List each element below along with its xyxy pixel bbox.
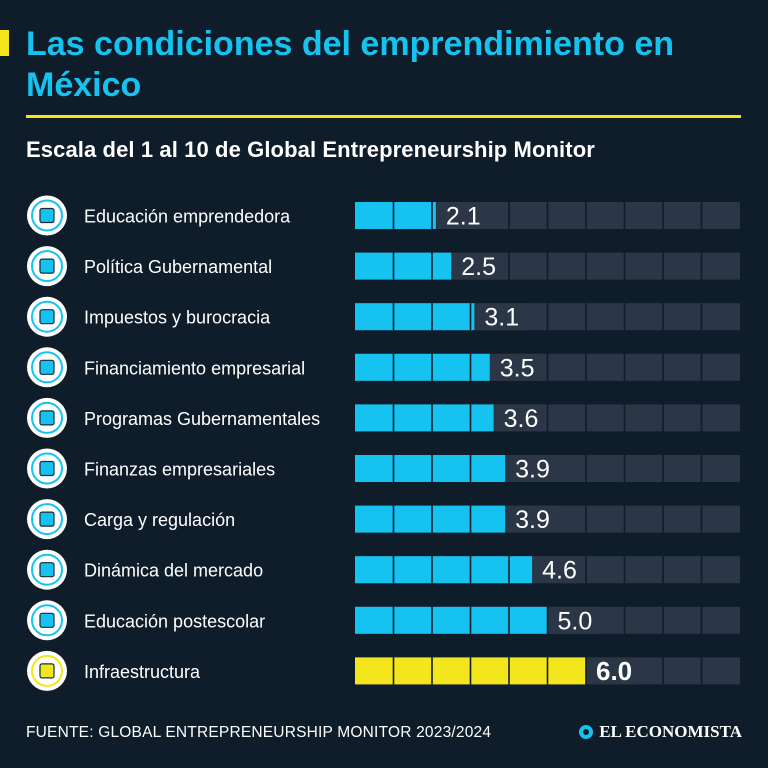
- source-note: FUENTE: GLOBAL ENTREPRENEURSHIP MONITOR …: [26, 724, 492, 741]
- category-label: Política Gubernamental: [84, 257, 272, 277]
- value-label-bg: [475, 303, 528, 331]
- government-program-icon-glyph: [39, 410, 55, 426]
- bar-row: Dinámica del mercado 4.6: [27, 549, 740, 590]
- title-divider: [26, 115, 741, 118]
- bar-row: Carga y regulación 3.9: [27, 499, 740, 540]
- category-label: Educación emprendedora: [84, 207, 291, 227]
- title-accent-bar: [0, 30, 9, 56]
- category-label: Finanzas empresariales: [84, 460, 275, 480]
- value-label-bg: [436, 202, 489, 229]
- business-finance-icon-ring: [31, 452, 63, 485]
- category-label: Educación postescolar: [84, 611, 265, 631]
- brand-name: EL ECONOMISTA: [599, 722, 742, 741]
- category-label: Programas Gubernamentales: [84, 409, 320, 429]
- bar-value: [355, 505, 506, 533]
- value-label: 3.5: [500, 354, 535, 382]
- infrastructure-icon-glyph: [39, 663, 55, 679]
- business-finance-icon-glyph: [39, 460, 55, 477]
- value-label-bg: [494, 404, 547, 432]
- chart-subtitle: Escala del 1 al 10 de Global Entrepreneu…: [26, 137, 595, 162]
- value-label-bg: [506, 455, 559, 482]
- value-label: 3.9: [515, 456, 550, 484]
- value-label: 3.1: [484, 304, 519, 332]
- value-label: 6.0: [596, 656, 632, 686]
- teacher-chart-icon-ring: [31, 199, 63, 232]
- bar-row: Finanzas empresariales 3.9: [27, 448, 740, 489]
- bar-value: [355, 202, 436, 229]
- higher-education-icon-glyph: [39, 612, 55, 628]
- brand-logo: EL ECONOMISTA: [579, 722, 742, 742]
- bar-value: [355, 606, 548, 634]
- bar-value: [355, 252, 452, 280]
- government-program-icon-ring: [31, 401, 63, 434]
- category-label: Infraestructura: [84, 662, 201, 682]
- value-label-bg: [587, 657, 639, 685]
- funding-idea-icon-ring: [31, 351, 63, 384]
- regulation-icon-ring: [31, 503, 63, 536]
- value-label: 5.0: [558, 607, 593, 635]
- bar-row: Educación emprendedora 2.1: [27, 195, 740, 236]
- bar-row: Financiamiento empresarial 3.5: [27, 347, 740, 388]
- bar-value: [355, 556, 533, 584]
- value-label: 3.6: [504, 405, 539, 433]
- value-label-bg: [490, 353, 543, 381]
- category-label: Impuestos y burocracia: [84, 308, 271, 328]
- tax-paperwork-icon-glyph: [39, 309, 55, 325]
- value-label: 2.1: [446, 203, 481, 231]
- value-label-bg: [452, 252, 505, 280]
- bar-row: Infraestructura 6.0: [27, 650, 740, 691]
- value-label-bg: [548, 606, 601, 634]
- value-label: 4.6: [542, 557, 577, 585]
- bar-row: Impuestos y burocracia 3.1: [27, 296, 740, 337]
- bar-row: Educación postescolar 5.0: [27, 600, 740, 641]
- category-label: Dinámica del mercado: [84, 561, 263, 581]
- value-label: 2.5: [461, 253, 496, 281]
- page-title: Las condiciones del emprendimiento en Mé…: [26, 25, 675, 104]
- bar-value: [355, 455, 506, 482]
- market-growth-icon-ring: [31, 553, 63, 586]
- teacher-chart-icon-glyph: [39, 207, 55, 224]
- bar-row: Política Gubernamental 2.5: [27, 246, 740, 287]
- government-hand-icon-glyph: [39, 258, 55, 274]
- value-label-bg: [533, 556, 586, 584]
- regulation-icon-glyph: [39, 511, 55, 527]
- value-label-bg: [506, 505, 559, 533]
- government-hand-icon-ring: [31, 250, 63, 283]
- market-growth-icon-glyph: [39, 562, 55, 578]
- category-label: Carga y regulación: [84, 510, 235, 530]
- infrastructure-icon-ring: [31, 654, 63, 687]
- higher-education-icon-ring: [31, 604, 63, 637]
- brand-mark-icon: [579, 725, 594, 739]
- bar-value: [355, 404, 494, 432]
- bar-row: Programas Gubernamentales 3.6: [27, 397, 740, 438]
- funding-idea-icon-glyph: [39, 359, 55, 375]
- category-label: Financiamiento empresarial: [84, 358, 305, 378]
- bar-value: [355, 303, 475, 331]
- bar-value: [355, 353, 490, 381]
- value-label: 3.9: [515, 506, 550, 534]
- tax-paperwork-icon-ring: [31, 300, 63, 333]
